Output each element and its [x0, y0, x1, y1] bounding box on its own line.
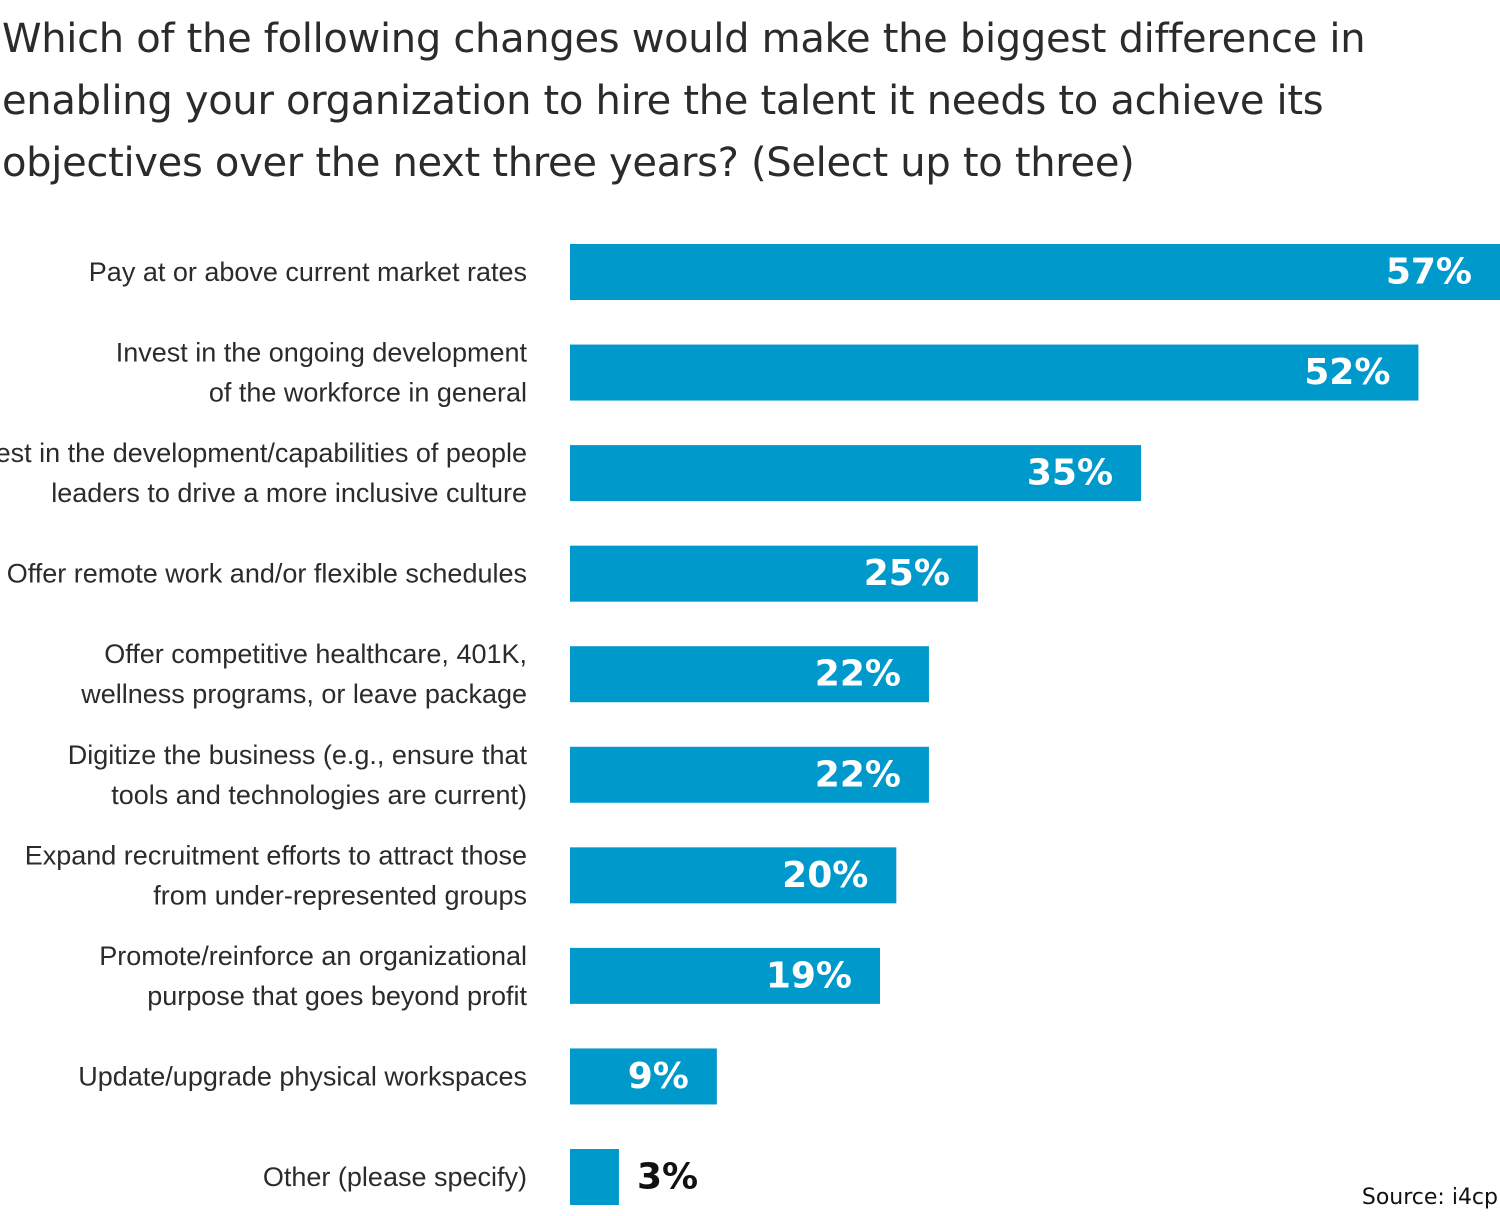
- value-label: 35%: [1027, 453, 1113, 494]
- value-label: 20%: [782, 855, 868, 896]
- category-label: tools and technologies are current): [111, 780, 527, 810]
- category-label: leaders to drive a more inclusive cultur…: [51, 478, 527, 508]
- bar-group: 3% Other (please specify): [263, 1149, 698, 1205]
- category-label: wellness programs, or leave package: [80, 679, 527, 709]
- bar: [570, 244, 1500, 300]
- bar-group: 25% Offer remote work and/or flexible sch…: [7, 545, 978, 602]
- bar: [570, 545, 978, 602]
- bar: [570, 445, 1142, 502]
- category-label: from under-represented groups: [153, 880, 527, 910]
- value-label: 22%: [815, 754, 901, 795]
- bar: [570, 646, 929, 703]
- bar-group: 35% Invest in the development/capabilitie…: [0, 438, 1142, 508]
- value-label: 25%: [864, 553, 950, 594]
- bar: [570, 344, 1419, 401]
- bar: [570, 847, 897, 904]
- source-note: Source: i4cp: [1361, 1185, 1498, 1210]
- bar-group: 57% Pay at or above current market rates: [89, 244, 1500, 300]
- bar: [570, 1048, 717, 1105]
- category-label: of the workforce in general: [209, 378, 527, 408]
- category-label: Update/upgrade physical workspaces: [78, 1061, 527, 1091]
- category-label: Expand recruitment efforts to attract th…: [25, 840, 527, 870]
- value-label: 57%: [1386, 252, 1472, 293]
- bar-group: 22% Offer competitive healthcare, 401K, we…: [80, 639, 929, 709]
- bar: [570, 947, 880, 1004]
- category-label: Offer competitive healthcare, 401K,: [104, 639, 527, 669]
- category-label: Pay at or above current market rates: [89, 257, 527, 287]
- value-label: 52%: [1304, 352, 1390, 393]
- bar-group: 19% Promote/reinforce an organizational pu…: [99, 941, 880, 1011]
- category-label: Promote/reinforce an organizational: [99, 941, 527, 971]
- category-label: Other (please specify): [263, 1162, 527, 1192]
- category-label: Offer remote work and/or flexible schedu…: [7, 559, 527, 589]
- bar-group: 52% Invest in the ongoing development of t…: [116, 338, 1419, 408]
- bar-group: 9% Update/upgrade physical workspaces: [78, 1048, 717, 1105]
- chart-title: Which of the following changes would mak…: [2, 16, 1366, 186]
- category-label: Invest in the development/capabilities o…: [0, 438, 527, 468]
- bar-group: 22% Digitize the business (e.g., ensure t…: [68, 740, 929, 810]
- category-label: Digitize the business (e.g., ensure that: [68, 740, 528, 770]
- bar: [570, 746, 929, 803]
- category-label: Invest in the ongoing development: [116, 338, 528, 368]
- bar-group: 20% Expand recruitment efforts to attract…: [25, 840, 897, 910]
- bar: [570, 1149, 619, 1205]
- value-label: 9%: [628, 1056, 689, 1097]
- value-label: 19%: [766, 955, 852, 996]
- value-label: 22%: [815, 654, 901, 695]
- category-label: purpose that goes beyond profit: [147, 981, 527, 1011]
- value-label: 3%: [637, 1157, 698, 1198]
